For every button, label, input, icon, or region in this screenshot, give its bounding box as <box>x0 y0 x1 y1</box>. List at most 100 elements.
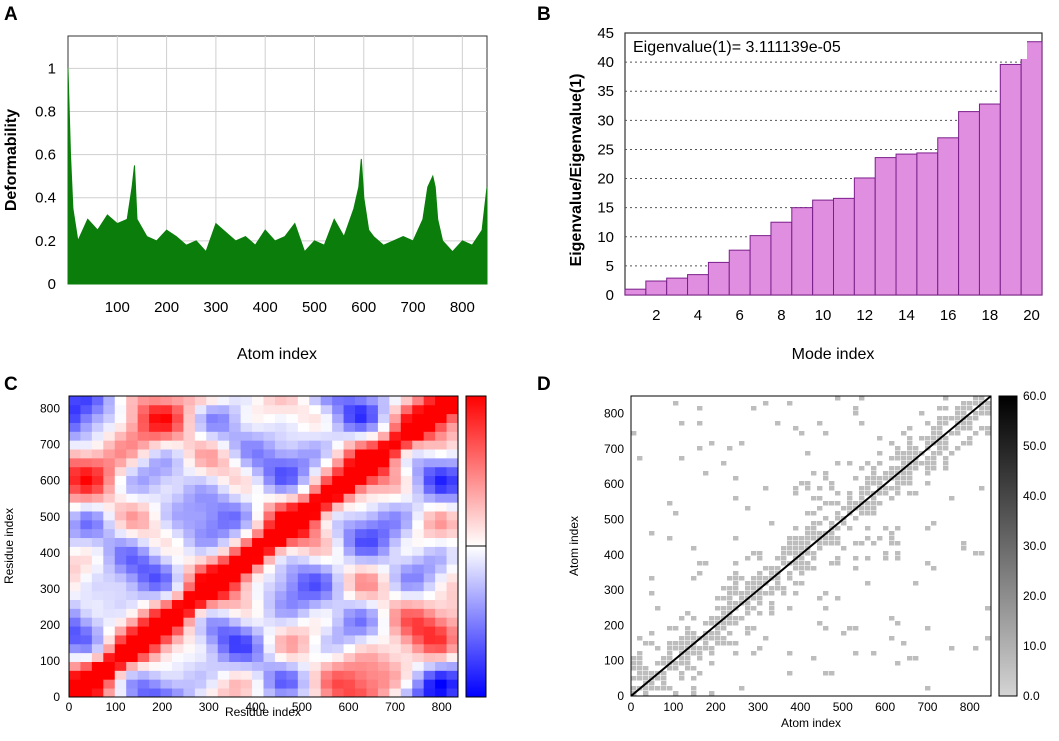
chart-c-cell <box>149 396 161 406</box>
chart-c-cell <box>286 626 299 636</box>
chart-c-cell <box>389 422 402 432</box>
chart-c-cell <box>400 475 413 485</box>
chart-b-title: Eigenvalue(1)= 3.111139e-05 <box>633 39 841 56</box>
chart-c-cell <box>274 564 287 574</box>
chart-c-cell <box>286 519 299 530</box>
chart-c-cell <box>80 555 93 565</box>
chart-d-contact-cell <box>907 446 913 451</box>
chart-c-cell <box>206 484 219 494</box>
chart-c-cell <box>412 422 425 432</box>
chart-c-cell <box>160 661 173 671</box>
chart-c-cell <box>435 528 447 539</box>
chart-c-cell <box>217 440 230 450</box>
chart-c-cell <box>137 511 150 521</box>
chart-d-contact-cell <box>643 671 649 676</box>
chart-d-contact-cell <box>895 446 901 451</box>
chart-d-contact-cell <box>817 541 823 546</box>
chart-d-contact-cell <box>793 486 799 491</box>
chart-d-contact-cell <box>793 546 799 551</box>
chart-c-cell <box>355 537 367 547</box>
chart-d-contact-cell <box>643 686 649 691</box>
chart-c-cell <box>343 404 356 415</box>
chart-c-cell <box>217 457 230 468</box>
chart-d-contact-cell <box>871 481 877 486</box>
chart-c-cell <box>320 422 333 432</box>
chart-c-cell <box>355 546 367 556</box>
chart-c-cell <box>183 431 196 441</box>
chart-c-cell <box>309 457 322 468</box>
chart-c-cell <box>389 590 402 601</box>
chart-b-y-tick-label: 15 <box>597 200 614 217</box>
chart-c-cell <box>103 661 116 671</box>
chart-d-contact-cell <box>949 431 955 436</box>
chart-c-cell <box>240 404 253 415</box>
chart-d-contact-cell <box>751 606 757 611</box>
chart-d-contact-cell <box>661 656 667 661</box>
chart-d-contact-cell <box>985 406 991 411</box>
chart-c-cell <box>400 404 413 415</box>
chart-c-cell <box>309 396 322 406</box>
chart-c-cell <box>160 475 173 485</box>
chart-d-contact-cell <box>829 541 835 546</box>
chart-c-cell <box>274 581 287 592</box>
chart-c-cell <box>103 475 116 485</box>
chart-c-cell <box>263 555 276 565</box>
chart-c-cell <box>103 617 116 627</box>
chart-c-cell <box>400 670 413 680</box>
chart-d-contact-cell <box>703 641 709 646</box>
chart-c-cell <box>217 528 230 539</box>
chart-d-x-tick-label: 500 <box>833 700 853 714</box>
chart-b-x-tick-label: 14 <box>898 307 915 324</box>
chart-d-contact-cell <box>859 486 865 491</box>
chart-d-contact-cell <box>895 621 901 626</box>
chart-c-cell <box>423 608 436 618</box>
chart-b-bar <box>812 199 835 296</box>
chart-a-x-tick-label: 400 <box>253 299 278 316</box>
chart-c-cell <box>183 661 196 671</box>
chart-d-contact-cell <box>811 566 817 571</box>
chart-d-ylabel: Atom index <box>567 516 581 576</box>
chart-c-cell <box>332 643 344 654</box>
chart-d-contact-cell <box>817 521 823 526</box>
chart-c-cell <box>389 484 402 494</box>
chart-c-cell <box>229 617 242 627</box>
chart-c-cell <box>343 661 356 671</box>
chart-c-cell <box>366 493 379 503</box>
chart-c-cell <box>377 502 390 512</box>
chart-c-y-tick-label: 400 <box>40 546 60 560</box>
chart-d-contact-cell <box>925 481 931 486</box>
chart-c-cell <box>217 635 230 645</box>
chart-c-cell <box>412 457 425 468</box>
chart-c-cell <box>377 670 390 680</box>
chart-d-contact-cell <box>745 611 751 616</box>
chart-c-cell <box>252 422 264 432</box>
chart-d-contact-cell <box>805 536 811 541</box>
chart-d-contact-cell <box>835 516 841 521</box>
chart-c-cell <box>412 608 425 618</box>
chart-c-cell <box>171 440 184 450</box>
chart-d-contact-cell <box>787 651 793 656</box>
chart-b-x-tick-label: 18 <box>982 307 999 324</box>
chart-c-cell <box>423 413 436 423</box>
chart-b-bar <box>770 221 793 296</box>
chart-d-contact-cell <box>679 636 685 641</box>
chart-c-cell <box>69 396 81 406</box>
chart-d-contact-cell <box>691 636 697 641</box>
chart-d-contact-cell <box>883 476 889 481</box>
chart-b-x-tick-label: 10 <box>815 307 832 324</box>
chart-d-x-ticks: 0 100 200 300 400 500 600 700 800 <box>628 700 980 714</box>
chart-c-cell <box>126 484 139 494</box>
chart-c-cell <box>423 431 436 441</box>
chart-d-colorbar-tick-label: 30.0 <box>1023 539 1047 553</box>
chart-d-contact-cell <box>979 406 985 411</box>
chart-a-ylabel: Deformability <box>3 109 20 211</box>
chart-c-cell <box>423 466 436 477</box>
chart-d-contact-cell <box>703 646 709 651</box>
chart-c-cell <box>355 466 367 477</box>
chart-c-cell <box>126 546 139 556</box>
chart-c-cell <box>377 564 390 574</box>
chart-c-cell <box>171 581 184 592</box>
chart-c-cell <box>309 440 322 450</box>
chart-c-cell <box>229 643 242 654</box>
chart-d-contact-cell <box>793 536 799 541</box>
